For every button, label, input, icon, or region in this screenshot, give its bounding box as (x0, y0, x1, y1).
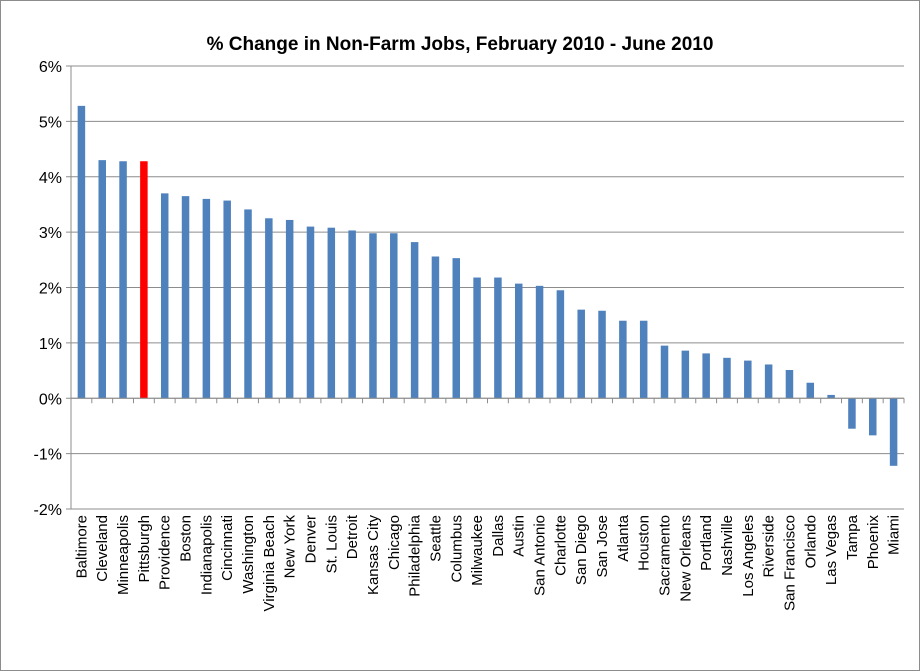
x-tick-label: Austin (511, 515, 528, 557)
y-tick-label: -2% (34, 502, 62, 519)
bar-san-francisco (785, 370, 794, 399)
bar-phoenix (869, 398, 877, 436)
x-tick-label: Seattle (427, 515, 444, 562)
bar-st-louis (327, 227, 336, 399)
y-tick-label: 2% (39, 281, 62, 298)
axes (70, 66, 905, 509)
x-tick-label: Philadelphia (407, 514, 424, 596)
x-tick-label: Kansas City (365, 515, 382, 596)
bar-atlanta (619, 320, 627, 399)
bar-houston (639, 320, 648, 399)
x-tick-label: Houston (636, 515, 653, 571)
bar-kansas-city (369, 233, 377, 399)
x-tick-label: Nashville (719, 515, 736, 576)
x-tick-label: Detroit (344, 514, 361, 559)
bar-orlando (806, 382, 815, 399)
x-tick-label: Virginia Beach (261, 515, 278, 611)
x-tick-label: Miami (886, 515, 903, 555)
x-tick-label: Pittsburgh (136, 515, 153, 583)
bar-charlotte (556, 290, 565, 399)
bar-cleveland (98, 160, 106, 399)
x-tick-label: Phoenix (865, 515, 882, 570)
x-tick-label: San Francisco (781, 515, 798, 611)
x-tick-label: Minneapolis (115, 515, 132, 595)
gridlines (66, 65, 904, 510)
y-tick-label: 1% (39, 336, 62, 353)
x-tick-label: New York (282, 515, 299, 579)
chart-title: % Change in Non-Farm Jobs, February 2010… (206, 34, 714, 55)
y-tick-label: -1% (34, 447, 62, 464)
x-tick-label: Boston (178, 515, 195, 562)
bar-chicago (390, 233, 398, 399)
bar-new-orleans (681, 350, 690, 399)
x-tick-label: Dallas (490, 515, 507, 557)
x-tick-label: Portland (698, 515, 715, 571)
x-tick-label: Atlanta (615, 514, 632, 561)
bar-las-vegas (827, 394, 835, 399)
bar-miami (889, 398, 898, 466)
bar-pittsburgh (140, 161, 148, 399)
bar-baltimore (77, 105, 86, 399)
x-tick-label: Washington (240, 515, 257, 594)
x-axis-tick-labels: Baltimore Cleveland Minneapolis Pittsburgh P… (73, 514, 902, 611)
bar-milwaukee (473, 277, 481, 399)
bar-seattle (431, 256, 440, 399)
bar-austin (514, 283, 523, 399)
y-tick-label: 5% (39, 114, 62, 131)
bar-philadelphia (410, 242, 419, 399)
y-tick-label: 0% (39, 391, 62, 408)
x-tick-label: San Jose (594, 515, 611, 578)
bar-minneapolis (119, 161, 127, 399)
x-tick-label: St. Louis (323, 515, 340, 573)
x-tick-label: Tampa (844, 514, 861, 560)
bar-los-angeles (744, 360, 752, 399)
bar-san-antonio (535, 285, 544, 399)
x-tick-label: San Antonio (532, 515, 549, 596)
x-tick-label: San Diego (573, 515, 590, 585)
y-tick-label: 6% (39, 59, 62, 76)
x-tick-label: Baltimore (73, 515, 90, 578)
bar-sacramento (660, 345, 669, 399)
x-tick-label: Los Angeles (740, 515, 757, 597)
x-tick-label: Denver (302, 515, 319, 563)
x-tick-label: Las Vegas (823, 515, 840, 585)
bar-indianapolis (202, 198, 211, 399)
bar-columbus (452, 258, 461, 399)
bar-providence (160, 193, 169, 399)
bar-washington (244, 209, 252, 399)
bars (77, 105, 898, 466)
x-tick-label: Cleveland (94, 515, 111, 582)
x-tick-label: Columbus (448, 515, 465, 583)
bar-nashville (723, 357, 731, 399)
bar-detroit (348, 230, 356, 399)
x-tick-label: Indianapolis (198, 515, 215, 595)
y-tick-label: 3% (39, 225, 62, 242)
x-tick-label: Providence (157, 515, 174, 590)
bar-virginia-beach (265, 218, 273, 399)
bar-riverside (764, 364, 773, 399)
bar-denver (306, 226, 315, 399)
x-tick-label: Orlando (802, 515, 819, 568)
x-tick-label: Sacramento (657, 515, 674, 596)
bar-portland (702, 353, 710, 399)
bar-san-diego (577, 309, 585, 399)
x-tick-label: Chicago (386, 515, 403, 570)
x-tick-label: Riverside (761, 515, 778, 578)
x-tick-label: Cincinnati (219, 515, 236, 581)
bar-dallas (494, 277, 502, 399)
bar-cincinnati (223, 200, 231, 399)
bar-san-jose (598, 310, 606, 399)
y-tick-label: 4% (39, 170, 62, 187)
bar-new-york (285, 219, 294, 399)
bar-tampa (848, 398, 856, 429)
x-tick-label: New Orleans (677, 515, 694, 602)
x-tick-label: Charlotte (552, 515, 569, 576)
y-axis-tick-labels: -2% -1% 0% 1% 2% 3% 4% 5% 6% (34, 59, 62, 519)
bar-boston (181, 196, 190, 399)
x-tick-label: Milwaukee (469, 515, 486, 586)
